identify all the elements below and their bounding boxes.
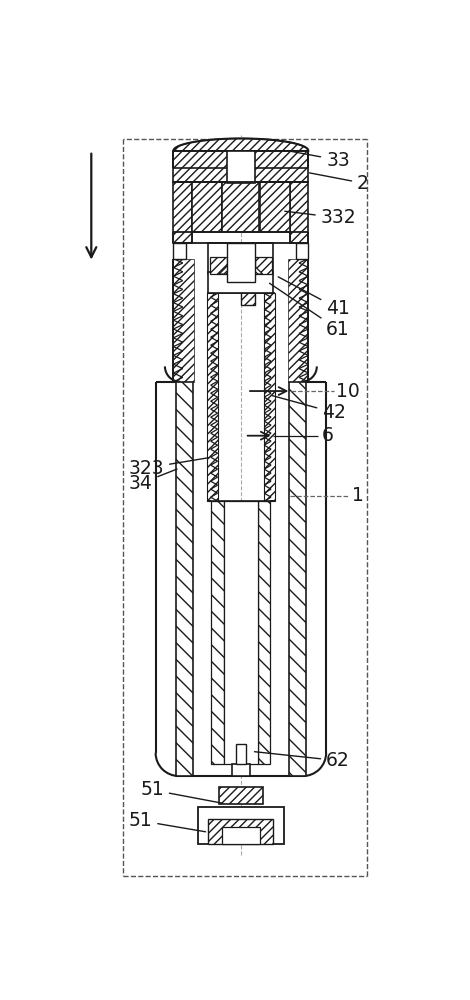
Bar: [219, 787, 263, 804]
Bar: [212, 501, 224, 764]
Text: 41: 41: [278, 277, 350, 318]
Bar: [173, 259, 194, 382]
Bar: [224, 501, 258, 764]
Bar: [241, 259, 255, 305]
Text: 42: 42: [272, 396, 346, 422]
Bar: [208, 243, 274, 274]
Bar: [208, 272, 274, 293]
Text: 33: 33: [291, 151, 350, 170]
Bar: [221, 827, 260, 844]
Bar: [192, 182, 221, 232]
Text: 6: 6: [321, 426, 333, 445]
Bar: [173, 243, 186, 259]
Bar: [289, 382, 306, 776]
Text: 323: 323: [128, 458, 209, 478]
Bar: [208, 819, 274, 844]
Bar: [260, 182, 290, 232]
Text: 51: 51: [140, 780, 223, 803]
Text: 51: 51: [128, 811, 205, 832]
Bar: [207, 293, 218, 501]
Polygon shape: [173, 138, 308, 151]
Bar: [227, 151, 255, 183]
Bar: [264, 293, 275, 501]
Polygon shape: [219, 252, 263, 274]
Bar: [236, 744, 245, 764]
Bar: [255, 257, 272, 274]
Bar: [222, 182, 259, 232]
Bar: [173, 151, 308, 182]
Bar: [290, 182, 308, 243]
Text: 332: 332: [285, 208, 356, 227]
Bar: [232, 764, 250, 776]
Text: 10: 10: [336, 382, 360, 401]
Text: 62: 62: [254, 751, 350, 770]
Bar: [198, 807, 283, 844]
Bar: [227, 243, 255, 282]
Bar: [173, 182, 192, 243]
Text: 34: 34: [128, 469, 177, 493]
Text: 1: 1: [352, 486, 364, 505]
Bar: [296, 243, 308, 259]
Bar: [258, 501, 270, 764]
Bar: [176, 382, 193, 776]
Text: 61: 61: [269, 283, 350, 339]
Bar: [288, 259, 308, 382]
Text: 2: 2: [309, 173, 369, 193]
Bar: [210, 257, 227, 274]
